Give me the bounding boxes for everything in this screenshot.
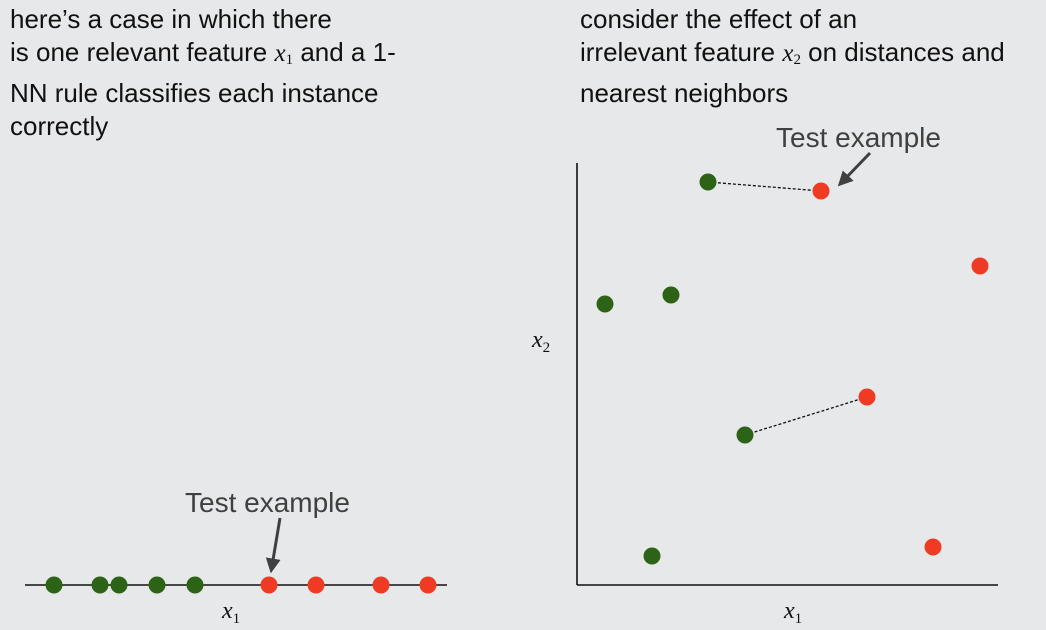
- feature-x1-symbol: x1: [274, 40, 294, 68]
- right-text-line-2: irrelevant feature x2 on distances and: [580, 36, 1005, 77]
- green-point: [596, 295, 614, 313]
- left-x1-axis-label: x1: [221, 598, 240, 627]
- left-text-line-2: is one relevant feature x1 and a 1-: [10, 36, 396, 77]
- green-point: [662, 286, 680, 304]
- left-x1-subscript: 1: [233, 611, 241, 627]
- left-x1-letter: x: [221, 598, 233, 624]
- left-text-line-2-start: is one relevant feature: [10, 37, 275, 67]
- right-text-line-2-end: on distances and: [800, 37, 1005, 67]
- green-point: [736, 426, 754, 444]
- right-x1-axis-label: x1: [783, 598, 802, 627]
- right-text-line-3: nearest neighbors: [580, 78, 789, 108]
- right-x2-subscript: 2: [543, 340, 551, 356]
- green-point: [148, 576, 166, 594]
- right-text-line-2-start: irrelevant feature: [580, 37, 783, 67]
- green-point: [91, 576, 109, 594]
- left-text-line-3: NN rule classifies each instance: [10, 78, 379, 108]
- feature-x1-subscript: 1: [285, 52, 294, 68]
- right-test-example-arrow: [837, 151, 872, 187]
- red-point: [419, 576, 437, 594]
- red-point: [971, 257, 989, 275]
- green-point: [643, 547, 661, 565]
- left-text-line-4: correctly: [10, 111, 109, 141]
- test-example-point: [260, 576, 278, 594]
- left-figure: Test example x1: [25, 487, 447, 627]
- right-description: consider the effect of an irrelevant fea…: [580, 3, 1005, 110]
- feature-x2-symbol: x2: [782, 40, 801, 68]
- left-text-line-1: here’s a case in which there: [10, 4, 332, 34]
- red-point: [924, 538, 942, 556]
- nearest-neighbor-link: [707, 181, 822, 192]
- right-x2-letter: x: [531, 327, 543, 353]
- right-test-example-label: Test example: [776, 122, 941, 153]
- right-figure: Test example x2 x1: [531, 122, 998, 627]
- feature-x2-letter: x: [782, 40, 794, 67]
- left-text-line-2-end: and a 1-: [293, 37, 396, 67]
- left-test-example-arrow: [265, 517, 282, 574]
- neighbor-link: [744, 396, 868, 436]
- left-test-example-label: Test example: [185, 487, 350, 518]
- red-point: [858, 388, 876, 406]
- green-point: [110, 576, 128, 594]
- feature-x2-subscript: 2: [793, 52, 801, 68]
- left-description: here’s a case in which there is one rele…: [10, 3, 396, 143]
- green-point: [699, 173, 717, 191]
- test-example-point: [812, 182, 830, 200]
- green-point: [186, 576, 204, 594]
- feature-x1-letter: x: [274, 40, 286, 67]
- right-x1-subscript: 1: [795, 611, 803, 627]
- right-x1-letter: x: [783, 598, 795, 624]
- red-point: [307, 576, 325, 594]
- green-point: [45, 576, 63, 594]
- right-text-line-1: consider the effect of an: [580, 4, 858, 34]
- red-point: [372, 576, 390, 594]
- right-x2-axis-label: x2: [531, 327, 550, 356]
